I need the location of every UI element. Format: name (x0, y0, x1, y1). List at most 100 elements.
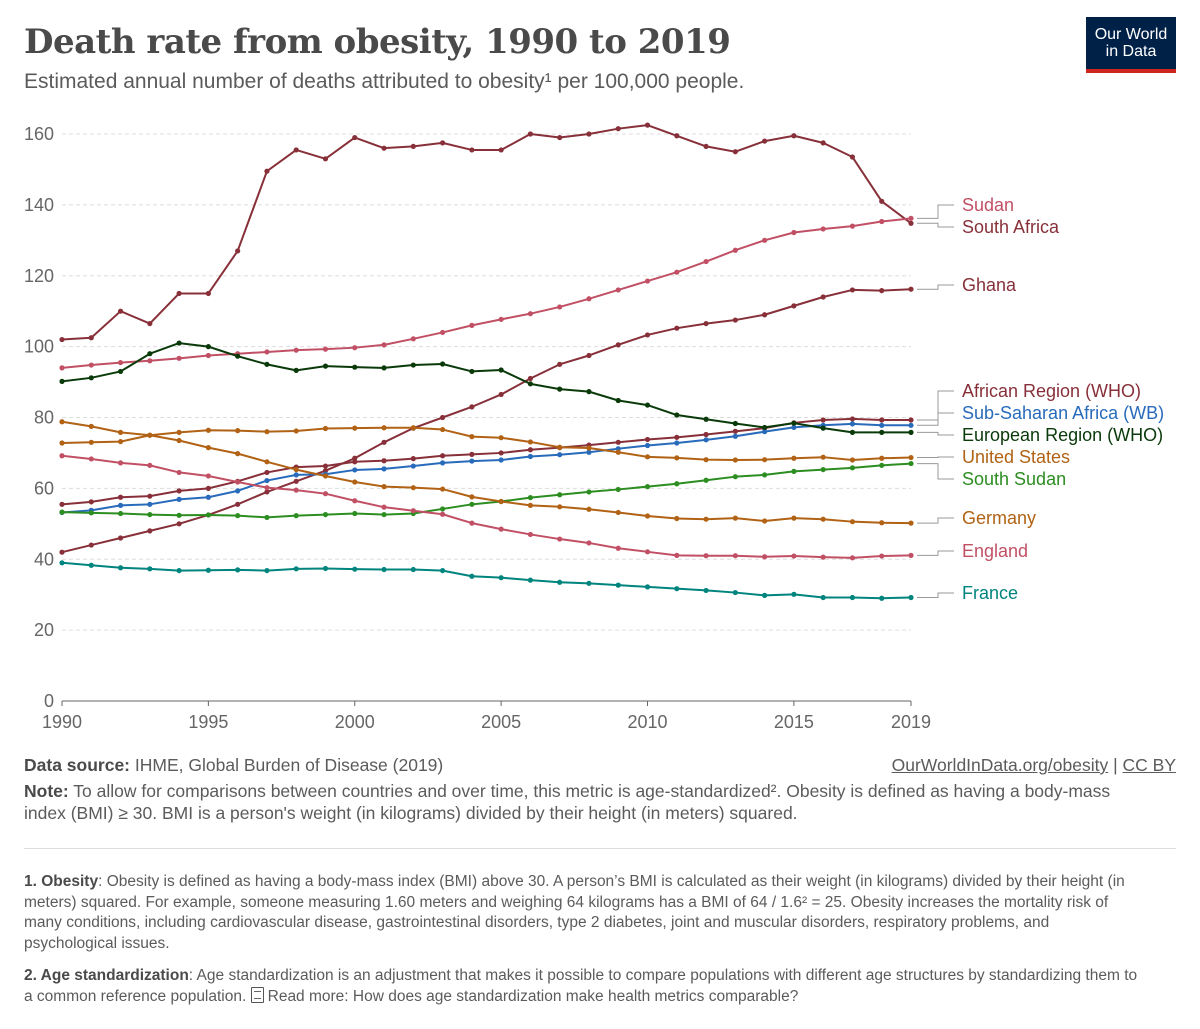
point-ghana-1994 (176, 521, 182, 527)
note-text: To allow for comparisons between countri… (24, 781, 1111, 823)
point-england-2009 (615, 545, 621, 551)
x-tick-label-2010: 2010 (627, 712, 667, 732)
point-france-2015 (791, 591, 797, 597)
point-germany-2009 (615, 509, 621, 516)
point-germany-1990 (59, 419, 65, 425)
license-link[interactable]: CC BY (1122, 755, 1176, 775)
point-ghana-2004 (469, 404, 475, 410)
point-european-region-who-1999 (322, 363, 329, 369)
point-united-states-1990 (59, 440, 65, 446)
point-germany-2000 (352, 479, 358, 485)
point-germany-2011 (674, 515, 680, 522)
label-connector-african-region-who (917, 390, 954, 421)
point-european-region-who-2019 (908, 429, 914, 435)
series-label-ghana: Ghana (962, 275, 1017, 295)
point-france-2003 (439, 567, 446, 574)
point-england-2018 (879, 553, 885, 559)
point-south-sudan-1996 (235, 513, 241, 519)
point-united-states-2008 (586, 445, 592, 451)
point-european-region-who-2004 (469, 368, 475, 375)
point-ghana-2018 (879, 288, 885, 294)
point-sudan-2019 (908, 215, 914, 221)
point-england-2004 (469, 520, 475, 526)
point-european-region-who-1991 (88, 375, 94, 381)
point-south-africa-1995 (205, 290, 211, 297)
label-connector-france (917, 592, 954, 599)
point-france-1999 (322, 565, 329, 572)
y-tick-label-140: 140 (24, 195, 54, 215)
point-south-sudan-2001 (381, 511, 387, 518)
point-england-1996 (235, 479, 241, 485)
point-sudan-1990 (59, 365, 65, 371)
point-united-states-2012 (703, 457, 709, 463)
point-sudan-2011 (674, 269, 680, 275)
point-united-states-2010 (644, 454, 651, 460)
point-england-2000 (352, 498, 358, 504)
point-france-1998 (293, 566, 299, 572)
point-ghana-1991 (88, 542, 94, 548)
point-sub-saharan-africa-wb-2006 (527, 453, 534, 460)
point-sudan-2014 (762, 237, 768, 243)
point-african-region-who-2002 (410, 456, 416, 462)
point-sudan-2018 (879, 218, 885, 225)
point-african-region-who-2018 (879, 417, 885, 423)
point-european-region-who-2001 (381, 365, 387, 371)
point-sub-saharan-africa-wb-2010 (644, 442, 651, 449)
point-sudan-2010 (644, 278, 651, 284)
point-france-1992 (117, 565, 124, 571)
series-line-france (61, 561, 912, 600)
point-sudan-2007 (557, 304, 563, 310)
point-south-africa-1996 (235, 248, 241, 254)
point-germany-2008 (586, 506, 592, 512)
source-label: Data source: (24, 755, 131, 775)
x-tick-label-1995: 1995 (188, 712, 228, 732)
point-african-region-who-2006 (527, 447, 534, 453)
point-england-2015 (791, 553, 797, 559)
point-south-sudan-2003 (439, 506, 446, 512)
point-united-states-1992 (117, 438, 124, 445)
point-england-1993 (147, 462, 153, 468)
owid-logo[interactable]: Our World in Data (1086, 17, 1176, 73)
read-more-link[interactable]: Read more: How does age standardization … (267, 987, 799, 1005)
point-germany-2003 (439, 486, 446, 492)
point-african-region-who-1999 (322, 463, 329, 469)
line-chart: 0 20 40 60 80 100 120 140 160 1990 1995 2000 2005 201… (24, 122, 1164, 732)
point-south-sudan-2007 (557, 492, 563, 498)
point-sudan-2003 (439, 329, 446, 336)
series-label-south-africa: South Africa (962, 217, 1060, 237)
label-connector-ghana (917, 284, 954, 290)
point-african-region-who-2012 (703, 431, 709, 438)
point-european-region-who-2009 (615, 397, 621, 404)
point-sub-saharan-africa-wb-1994 (176, 496, 182, 502)
point-germany-2019 (908, 520, 914, 526)
point-european-region-who-2010 (644, 402, 651, 408)
point-germany-1991 (88, 423, 94, 429)
point-south-africa-2008 (586, 131, 592, 137)
point-ghana-2019 (908, 286, 914, 292)
point-sub-saharan-africa-wb-1998 (293, 472, 299, 478)
point-germany-2010 (644, 513, 651, 519)
point-european-region-who-2007 (557, 386, 563, 392)
point-france-1993 (147, 566, 153, 572)
point-south-africa-2004 (469, 147, 475, 153)
y-tick-label-20: 20 (34, 620, 54, 640)
point-european-region-who-1996 (235, 353, 241, 359)
point-south-sudan-2012 (703, 477, 709, 483)
x-tick-label-2000: 2000 (335, 712, 375, 732)
point-south-africa-2000 (352, 134, 358, 141)
link-separator: | (1113, 755, 1118, 775)
y-tick-label-160: 160 (24, 124, 54, 144)
point-england-1997 (264, 485, 270, 491)
point-ghana-2005 (498, 391, 504, 398)
footnote-2-label: 2. Age standardization (24, 967, 189, 984)
point-united-states-2011 (674, 455, 680, 461)
point-african-region-who-2017 (849, 416, 856, 422)
point-ghana-2013 (732, 317, 738, 323)
label-connector-england (917, 550, 954, 556)
point-european-region-who-1995 (205, 344, 211, 350)
point-ghana-2007 (557, 361, 563, 367)
point-france-1990 (59, 560, 65, 566)
point-united-states-2017 (849, 457, 856, 463)
point-sudan-1994 (176, 355, 182, 361)
obesity-link[interactable]: OurWorldInData.org/obesity (891, 755, 1109, 775)
